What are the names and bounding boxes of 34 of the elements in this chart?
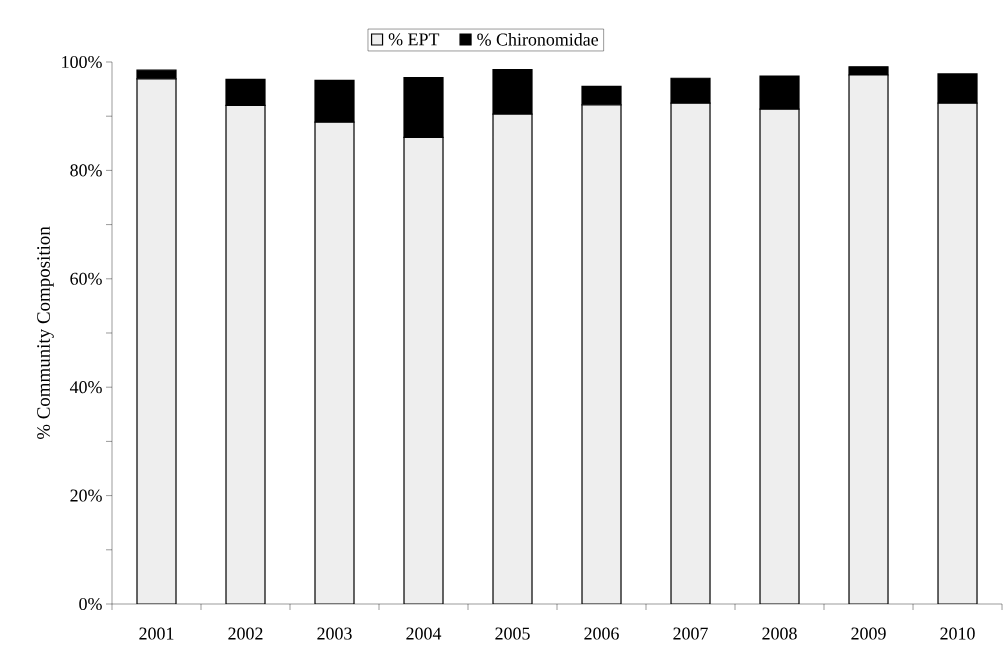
bar bbox=[136, 78, 177, 604]
bar bbox=[492, 113, 533, 604]
bar bbox=[581, 85, 622, 106]
y-tick-label: 100% bbox=[62, 55, 102, 69]
x-tick-label: 2004 bbox=[406, 627, 442, 640]
x-tick-label: 2003 bbox=[317, 627, 352, 640]
legend-label: % Chironomidae bbox=[477, 33, 599, 46]
y-axis-title: % Community Composition bbox=[37, 226, 54, 440]
bar bbox=[848, 74, 889, 604]
bar bbox=[403, 136, 444, 604]
bar bbox=[581, 104, 622, 604]
bar bbox=[937, 102, 978, 604]
bar bbox=[759, 108, 800, 604]
y-tick-label: 80% bbox=[70, 164, 102, 177]
y-tick-label: 40% bbox=[69, 381, 102, 394]
x-tick-label: 2006 bbox=[584, 627, 619, 640]
x-tick-label: 2007 bbox=[673, 627, 708, 640]
legend-label: % EPT bbox=[388, 33, 440, 46]
y-tick-label: 60% bbox=[70, 272, 102, 285]
x-tick-label: 2009 bbox=[851, 627, 886, 640]
x-tick-label: 2002 bbox=[228, 627, 263, 640]
y-tick-label: 20% bbox=[70, 489, 102, 502]
x-tick-label: 2005 bbox=[495, 627, 530, 640]
bar bbox=[225, 78, 266, 106]
bar bbox=[403, 77, 444, 138]
bar bbox=[314, 79, 355, 123]
y-tick-label: 0% bbox=[79, 597, 102, 611]
bar bbox=[225, 104, 266, 604]
bar bbox=[670, 102, 711, 604]
x-tick-label: 2001 bbox=[139, 627, 174, 640]
x-tick-label: 2008 bbox=[762, 627, 797, 640]
x-tick-label: 2010 bbox=[940, 627, 975, 640]
bar bbox=[314, 121, 355, 604]
bar bbox=[670, 77, 711, 104]
